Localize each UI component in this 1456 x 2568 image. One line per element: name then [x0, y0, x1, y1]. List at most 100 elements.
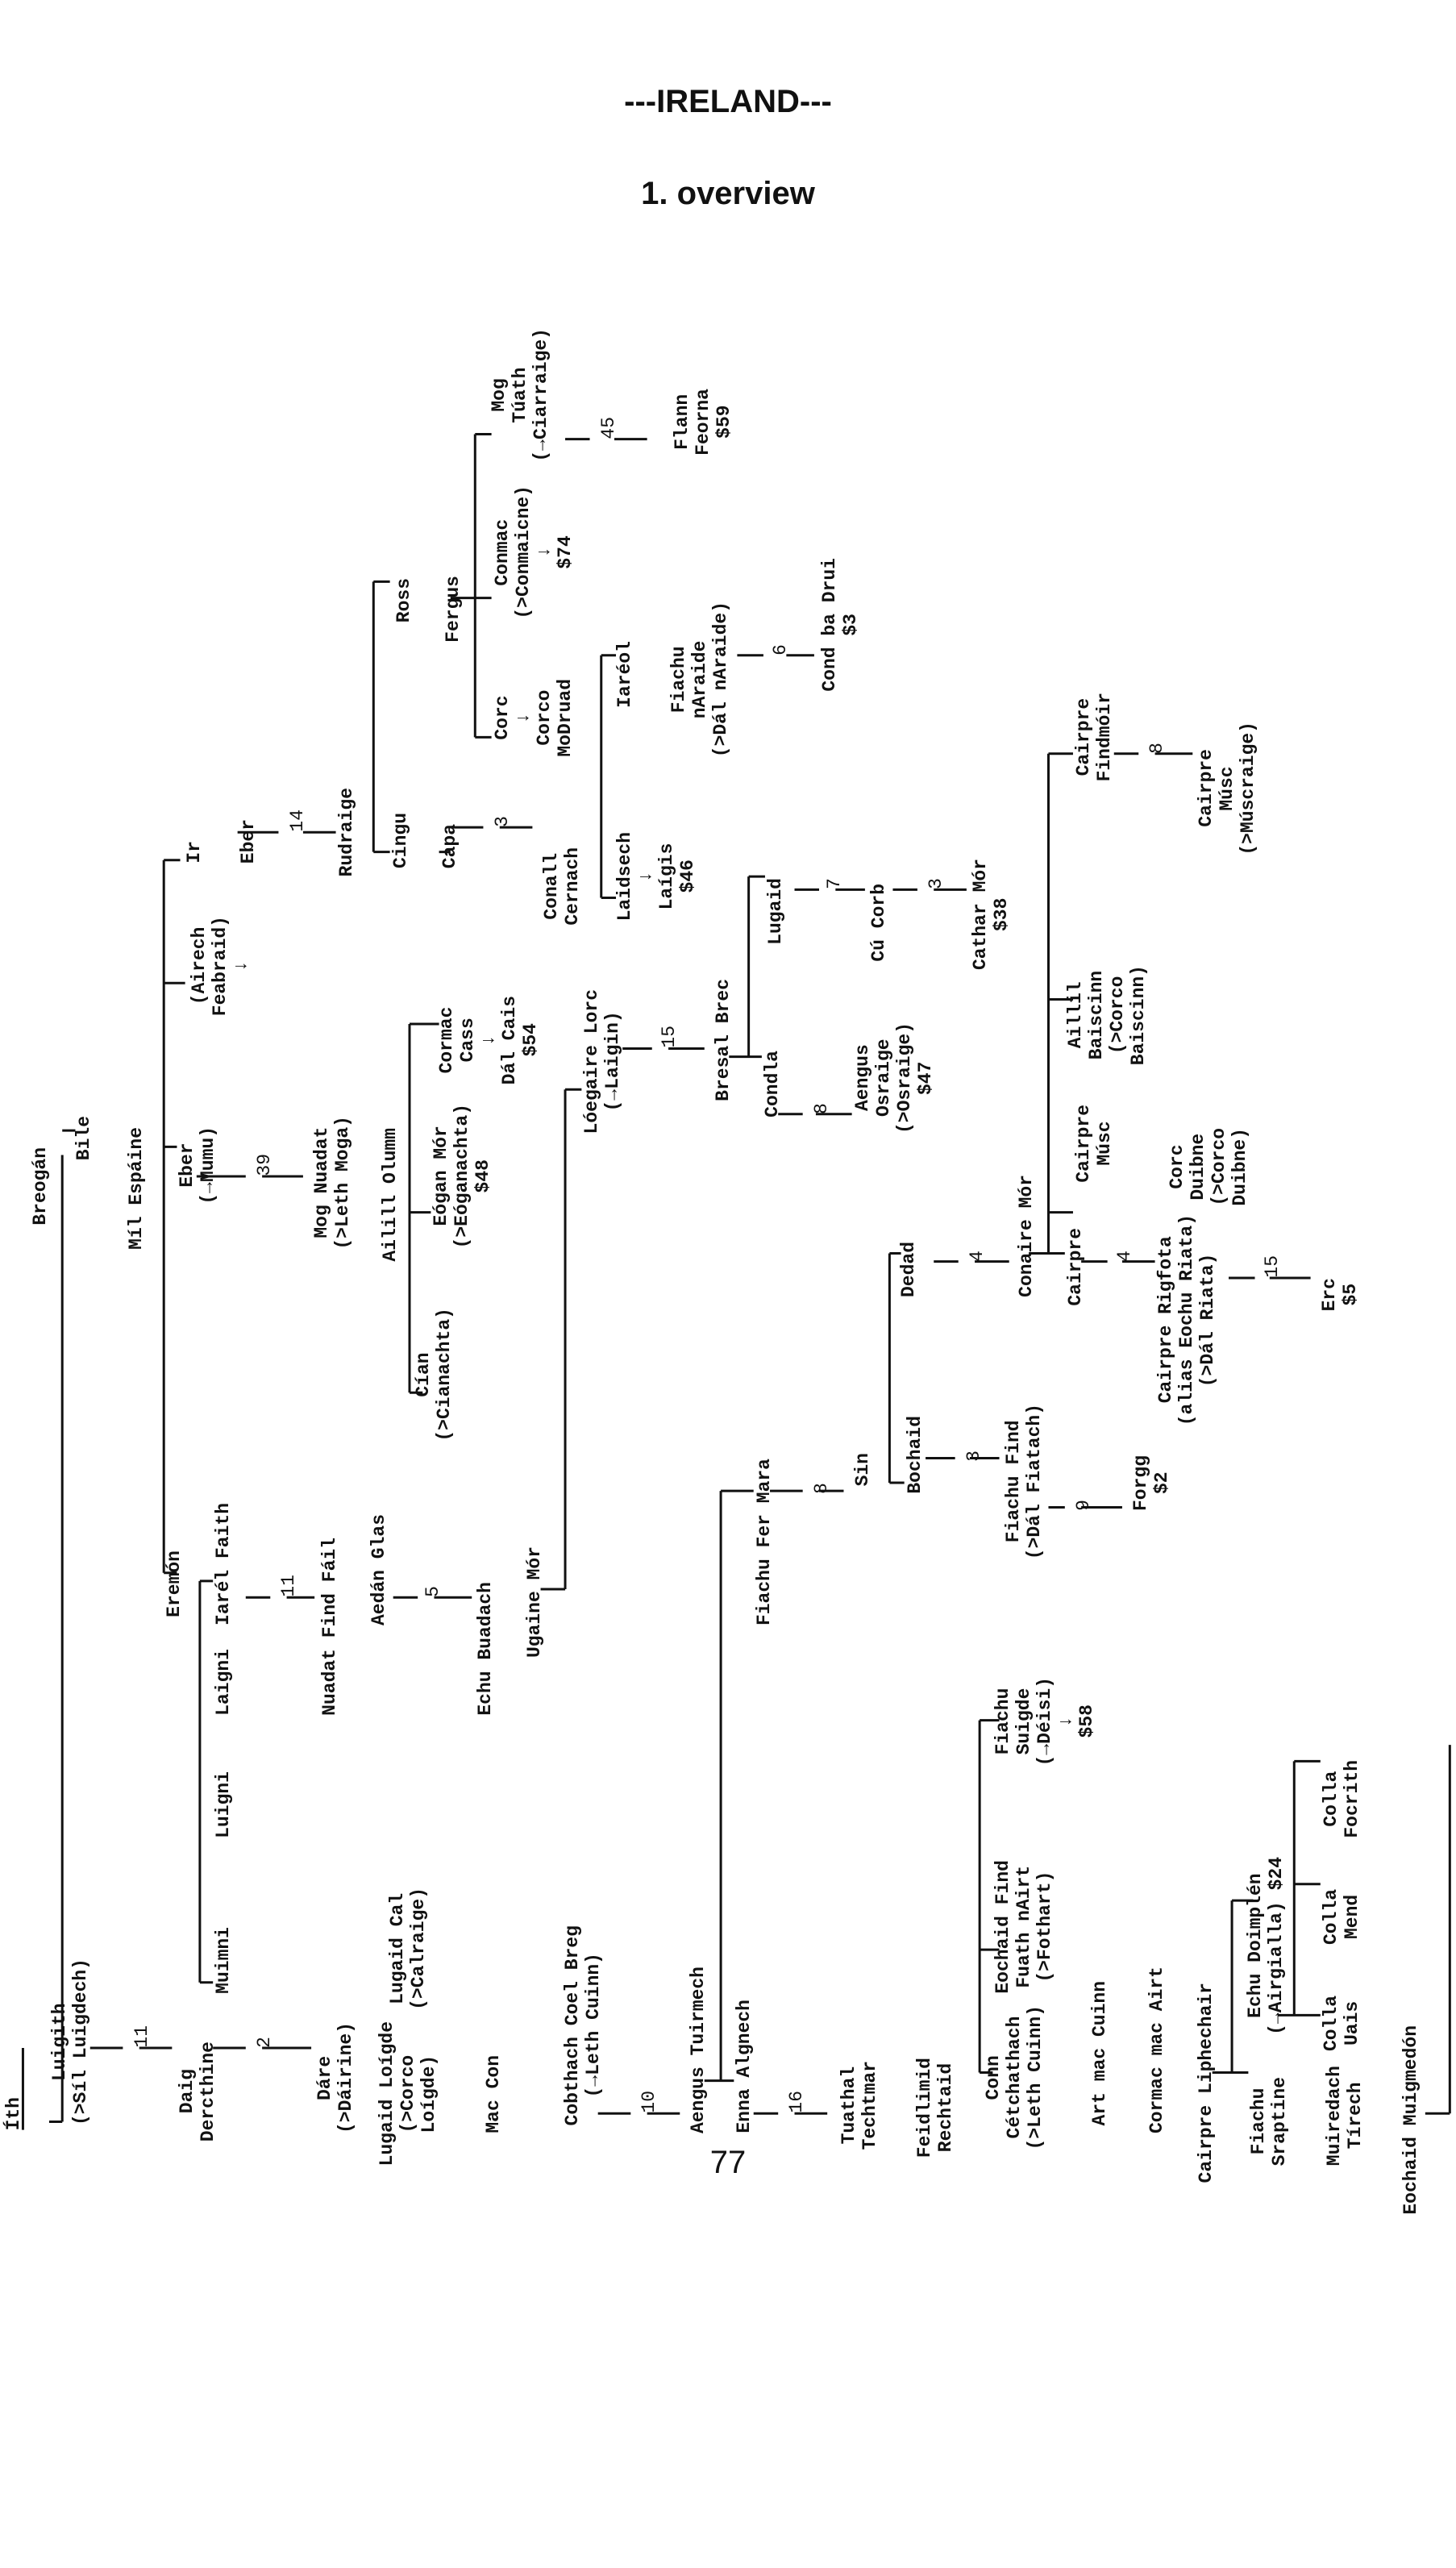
person-node: Cían (>Cianachta)	[413, 1308, 455, 1442]
person-node: Conn Cétchathach (>Leth Cuinn)	[983, 2004, 1046, 2150]
person-node: Laigni	[213, 1649, 234, 1716]
person-node: Enna Algnech	[734, 2000, 755, 2133]
person-node: Echu Buadach	[475, 1582, 496, 1716]
generation-count: 11	[131, 2025, 152, 2048]
person-node: Bresal Brec	[713, 979, 734, 1101]
person-node: Cingu	[390, 812, 411, 868]
person-node: Eochaid Muigmedón	[1400, 2025, 1421, 2215]
person-node: Feidlimid Rechtaid	[914, 2057, 956, 2158]
person-node: Conall Cernach	[541, 847, 583, 926]
person-node: Fergus	[443, 576, 464, 643]
person-node: Luigni	[213, 1771, 234, 1838]
generation-count: 5	[422, 1586, 443, 1597]
person-node: Cairpre	[1065, 1228, 1086, 1306]
person-node: Fiachu Find (>Dál Fiatach)	[1003, 1403, 1045, 1559]
generation-count: 9	[1073, 1500, 1094, 1511]
person-node: Fiachu Fer Mara	[754, 1458, 775, 1625]
person-node: Colla Focrith	[1321, 1760, 1362, 1838]
page-subtitle: 1. overview	[641, 176, 815, 211]
person-node: Conaire Mór	[1016, 1175, 1037, 1297]
person-node: Colla Uais	[1321, 1995, 1362, 2051]
person-node: Iarél Faith	[213, 1503, 234, 1625]
person-node: Ir	[184, 841, 205, 864]
person-node: Aengus Tuirmech	[688, 1966, 709, 2133]
generation-count: 6	[770, 644, 791, 656]
person-node: Luigith (>Síl Luigdech)	[49, 1958, 91, 2125]
person-node: Ailill Olumm	[380, 1128, 401, 1262]
person-node: Fiachu Suigde (→Déisi) ↓ $58	[992, 1676, 1097, 1766]
person-node: Muimni	[213, 1927, 234, 1994]
person-node: Ross	[393, 577, 414, 622]
person-node: Rudraige	[336, 787, 357, 876]
person-node: Cairpre Músc (>Múscraige)	[1196, 722, 1258, 855]
generation-count: 4	[967, 1251, 988, 1262]
person-node: Cairpre Músc	[1073, 1105, 1115, 1183]
person-node: Daig Dercthine	[177, 2041, 218, 2141]
person-node: Capa	[439, 823, 460, 868]
person-node: Nuadat Find Fáil	[319, 1538, 340, 1716]
generation-count: 4	[1114, 1251, 1135, 1262]
person-node: Cormac Cass ↓ Dál Cais $54	[436, 995, 541, 1084]
person-node: Laidsech ↓ Laígis $46	[614, 831, 698, 921]
generation-count: 39	[254, 1154, 275, 1176]
generation-count: 14	[287, 810, 308, 832]
generation-count: 11	[278, 1575, 299, 1597]
person-node: Cairpre Findmóir	[1073, 692, 1115, 781]
person-node: Cú Corb	[868, 884, 889, 962]
person-node: Sin	[852, 1452, 873, 1486]
person-node: Cathar Mór $38	[970, 858, 1012, 970]
person-node: Lugaid	[765, 878, 786, 945]
person-node: Iaréol	[614, 641, 635, 708]
person-node: Condla	[762, 1051, 783, 1118]
person-node: Flann Feorna $59	[672, 389, 734, 456]
person-node: Aillil Baiscinn (>Corco Baiscinn)	[1065, 964, 1149, 1065]
person-node: Aedán Glas	[368, 1513, 389, 1625]
generation-count: 16	[786, 2091, 807, 2113]
page-title: ---IRELAND---	[624, 84, 832, 119]
person-node: Eber (→Mumu)	[177, 1126, 218, 1205]
person-node: Echu Doimplén (→Airgialla) $24	[1245, 1857, 1287, 2035]
person-node: Lóegaire Lorc (→Laigin)	[581, 988, 623, 1134]
person-node: Cobthach Coel Breg (→Leth Cuinn)	[562, 1925, 604, 2125]
person-node: Breogán	[30, 1147, 51, 1226]
person-node: Bile	[73, 1115, 94, 1160]
person-node: Conmac (>Conmaicne) ↓ $74	[492, 485, 576, 619]
person-node: Eochaid Find Fuath nAirt (>Fothart)	[992, 1860, 1055, 1994]
person-node: Ugaine Mór	[524, 1546, 545, 1658]
person-node: Corc ↓ Corco MoDruad	[492, 679, 576, 757]
generation-count: 15	[659, 1026, 680, 1048]
person-node: Art mac Cuinn	[1089, 1980, 1110, 2125]
person-node: Mac Con	[483, 2055, 504, 2133]
person-node: Fiachu nAraide (>Dál nAraide)	[668, 601, 731, 757]
person-node: Cond ba Drui $3	[819, 558, 861, 692]
generation-count: 10	[639, 2091, 659, 2113]
generation-count: 2	[254, 2037, 275, 2048]
person-node: Eremón	[164, 1550, 185, 1617]
generation-count: 8	[811, 1103, 832, 1114]
generation-count: 8	[1146, 743, 1167, 754]
person-node: Dedad	[898, 1241, 919, 1297]
person-node: (Airech Feabraid) ↓	[189, 915, 252, 1016]
person-node: Corc Duibne (>Corco Duibne)	[1167, 1128, 1250, 1206]
person-node: Míl Espáine	[126, 1127, 147, 1250]
person-node: Cairpre Rigfota (alias Eochu Riata) (>Dá…	[1155, 1213, 1218, 1426]
generation-count: 3	[926, 878, 946, 889]
generation-count: 15	[1262, 1255, 1283, 1278]
person-node: Íth	[3, 2096, 24, 2130]
person-node: Aengus Osraige (>Osraige) $47	[852, 1022, 936, 1134]
generation-count: 8	[811, 1483, 832, 1494]
generation-count: 7	[824, 878, 845, 889]
person-node: Bochaid	[905, 1416, 926, 1494]
generation-count: 3	[492, 816, 513, 827]
person-node: Erc $5	[1319, 1277, 1361, 1311]
person-node: Mog Nuadat (>Leth Moga)	[311, 1116, 353, 1250]
person-node: Dáre (>Dáirine)	[314, 2021, 356, 2133]
person-node: Cormac mac Airt	[1146, 1966, 1167, 2133]
person-node: Eber	[238, 818, 259, 864]
generation-count: 45	[598, 417, 619, 439]
page-number: 77	[709, 2145, 747, 2180]
person-node: Mog Túath (→Ciarraige)	[489, 328, 551, 462]
person-node: Forgg $2	[1130, 1455, 1172, 1511]
